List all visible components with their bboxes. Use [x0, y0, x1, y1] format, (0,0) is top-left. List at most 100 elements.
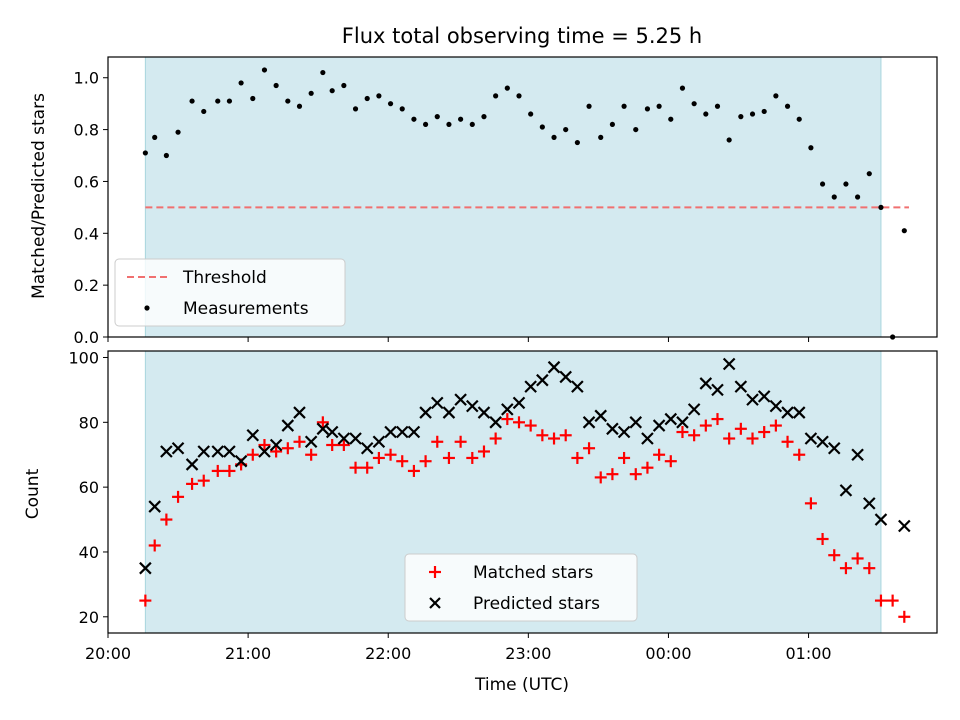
- predicted-stars-point: [185, 458, 199, 471]
- measurements-legend-label: Measurements: [183, 299, 309, 319]
- matched-stars-point: [349, 461, 362, 474]
- predicted-stars-point: [699, 377, 713, 390]
- x-tick-label: 21:00: [225, 644, 271, 663]
- matched-stars-point: [559, 429, 572, 442]
- measurement-point: [749, 111, 756, 117]
- predicted-stars-point: [337, 432, 351, 445]
- measurement-point: [142, 150, 148, 156]
- predicted-stars-point: [466, 399, 479, 413]
- x-tick-label: 20:00: [85, 644, 131, 663]
- ratio-y-tick-label: 0.4: [74, 224, 99, 243]
- count-y-tick-label: 20: [79, 608, 99, 627]
- measurement-point: [528, 111, 534, 117]
- measurement-point: [296, 103, 303, 109]
- count-y-tick-label: 60: [79, 478, 99, 497]
- matched-stars-point: [653, 448, 666, 461]
- matched-stars-point: [874, 594, 887, 607]
- threshold-legend-label: Threshold: [182, 268, 267, 288]
- predicted-stars-point: [372, 435, 386, 449]
- matched-stars-point: [396, 455, 409, 468]
- matched-stars-point: [734, 422, 747, 435]
- predicted-stars-point: [477, 406, 491, 419]
- measurement-point: [261, 67, 268, 73]
- measurement-point: [866, 171, 872, 177]
- predicted-stars-point: [547, 360, 561, 374]
- matched-stars-point: [512, 416, 525, 429]
- matched-stars-point: [172, 490, 185, 503]
- measurement-point: [364, 95, 370, 102]
- matched-stars-point: [699, 419, 712, 432]
- matched-stars-point: [676, 426, 689, 439]
- predicted-stars-point: [898, 519, 911, 533]
- measurement-point: [609, 121, 616, 128]
- matched-stars-point: [886, 594, 899, 607]
- x-tick-label: 01:00: [786, 644, 832, 663]
- predicted-stars-point: [442, 406, 456, 419]
- predicted-stars-point: [293, 406, 306, 419]
- matched-stars-point: [211, 464, 224, 477]
- predicted-stars-point: [874, 513, 888, 526]
- predicted-stars-point: [148, 500, 161, 513]
- predicted-stars-point: [804, 432, 818, 445]
- measurement-point: [341, 82, 347, 89]
- predicted-stars-point: [139, 561, 152, 575]
- measurement-point: [644, 106, 651, 112]
- ratio-y-axis-label: Matched/Predicted stars: [29, 93, 49, 299]
- matched-stars-point: [477, 445, 490, 458]
- predicted-stars-point: [349, 432, 362, 445]
- measurement-point: [761, 108, 767, 115]
- measurement-point: [551, 134, 557, 140]
- matched-stars-point: [454, 435, 467, 448]
- ratio-axes-frame: [107, 56, 938, 338]
- matched-stars-point: [781, 435, 794, 448]
- measurement-point: [738, 114, 744, 120]
- predicted-stars-point: [512, 396, 526, 410]
- matched-stars-point: [258, 439, 271, 451]
- matched-stars-point: [863, 562, 876, 575]
- predicted-stars-legend-label: Predicted stars: [473, 594, 600, 614]
- matched-stars-point: [305, 448, 318, 461]
- matched-stars-point: [361, 461, 374, 474]
- predicted-stars-point: [711, 383, 724, 397]
- measurement-point: [855, 194, 861, 200]
- matched-stars-point: [618, 451, 631, 464]
- matched-stars-legend-label: Matched stars: [473, 563, 593, 583]
- predicted-stars-point: [281, 419, 295, 432]
- matched-stars-point: [372, 451, 385, 464]
- matched-stars-point: [407, 464, 420, 477]
- count-y-tick-label: 40: [79, 543, 99, 562]
- predicted-stars-point: [746, 393, 759, 406]
- measurement-point: [843, 181, 849, 187]
- measurement-point: [703, 111, 709, 117]
- measurement-point: [434, 114, 440, 120]
- measurement-point: [784, 103, 791, 109]
- matched-stars-point: [293, 435, 306, 448]
- predicted-stars-legend-marker: [429, 597, 441, 609]
- measurement-point: [175, 129, 181, 135]
- predicted-stars-point: [827, 441, 841, 455]
- predicted-stars-point: [781, 406, 794, 419]
- matched-stars-point: [281, 442, 294, 455]
- measurement-point: [399, 106, 405, 112]
- predicted-stars-point: [536, 373, 549, 387]
- ratio-y-tick-label: 0.6: [74, 172, 99, 191]
- x-tick-label: 00:00: [645, 644, 691, 663]
- predicted-stars-point: [863, 497, 876, 510]
- measurement-point: [320, 69, 326, 76]
- count-panel: Count Time (UTC) 20:00 21:00 22:00 23:00 00:…: [23, 348, 938, 695]
- matched-stars-point: [641, 461, 654, 474]
- count-y-tick-label: 100: [68, 348, 99, 367]
- predicted-stars-point: [676, 416, 689, 429]
- measurement-point: [878, 204, 884, 210]
- matched-stars-point: [711, 413, 724, 426]
- measurement-point: [238, 80, 244, 86]
- matched-stars-point: [536, 429, 549, 442]
- count-legend: Matched stars Predicted stars: [404, 553, 638, 622]
- matched-stars-point: [758, 426, 771, 439]
- matched-stars-point: [197, 474, 210, 487]
- predicted-stars-point: [839, 484, 853, 497]
- matched-stars-point: [664, 455, 677, 468]
- measurement-point: [387, 101, 394, 107]
- count-axes-frame: [107, 350, 938, 634]
- predicted-stars-point: [617, 425, 631, 439]
